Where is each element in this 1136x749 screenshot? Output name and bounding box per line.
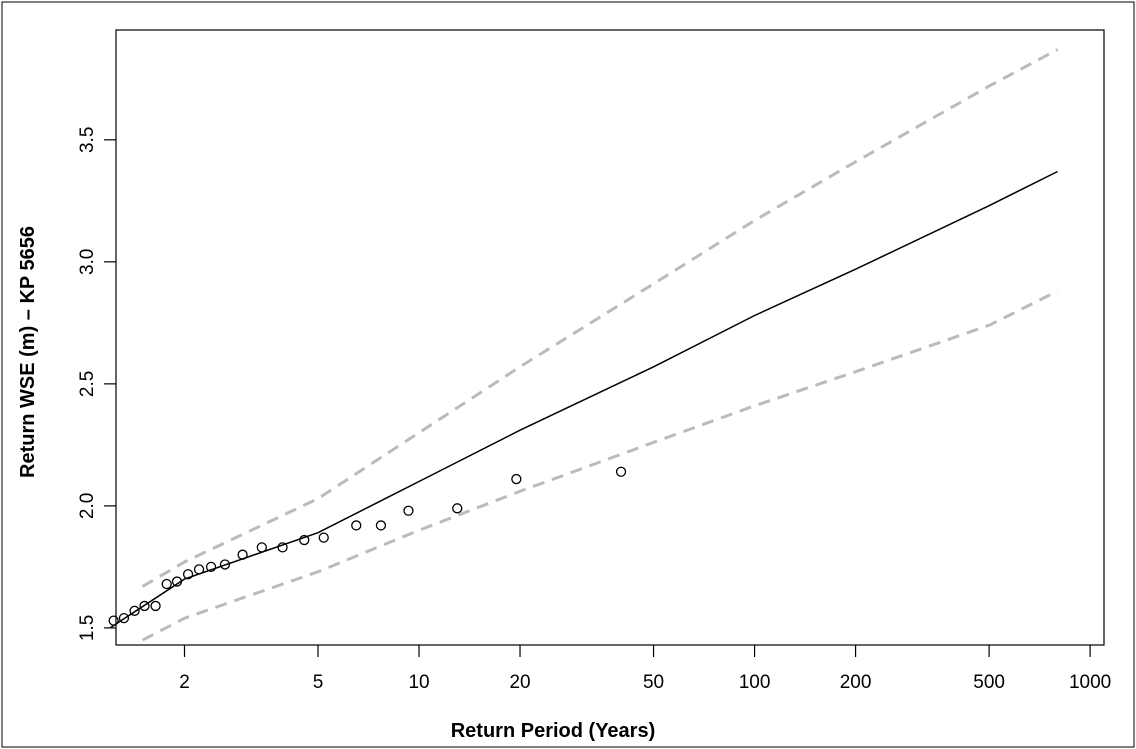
observed-point: [237, 549, 248, 560]
x-axis: 2 5 10 20 50 100 200 500 1000: [179, 645, 1111, 693]
x-axis-title: Return Period (Years): [451, 720, 656, 742]
x-tick-label: 1000: [1069, 672, 1111, 693]
x-tick-label: 100: [739, 672, 771, 693]
series-layer: [108, 48, 1059, 642]
observed-point: [375, 520, 387, 531]
observed-point: [351, 520, 362, 531]
observed-point: [277, 542, 288, 553]
y-axis-title: Return WSE (m) – KP 5656: [17, 226, 39, 478]
x-tick-label: 200: [840, 672, 872, 693]
observed-point: [403, 505, 414, 516]
x-tick-label: 10: [408, 672, 429, 693]
y-tick-label: 2.5: [77, 371, 98, 397]
observed-point: [615, 466, 627, 477]
observed-point: [318, 532, 329, 543]
y-tick-label: 3.0: [77, 249, 98, 275]
y-tick-label: 3.5: [77, 127, 98, 153]
y-axis: 1.5 2.0 2.5 3.0 3.5: [77, 127, 116, 641]
x-tick-label: 500: [973, 672, 1005, 693]
observed-point: [452, 503, 463, 514]
confidence-bound-line: [141, 48, 1059, 588]
observed-point: [205, 561, 217, 573]
observed-point: [256, 542, 267, 553]
observed-point: [150, 600, 161, 612]
x-tick-label: 2: [179, 672, 190, 693]
fitted-line: [109, 170, 1058, 629]
observed-point: [219, 559, 231, 570]
y-tick-label: 2.0: [77, 493, 98, 519]
observed-point: [193, 564, 205, 575]
observed-point: [299, 534, 310, 546]
observed-point: [139, 600, 150, 612]
observed-point: [118, 613, 130, 624]
observed-point: [511, 473, 522, 485]
x-tick-label: 20: [509, 672, 530, 693]
observed-point: [108, 615, 119, 626]
observed-point: [171, 576, 183, 587]
x-tick-label: 50: [643, 672, 664, 693]
y-tick-label: 1.5: [77, 615, 98, 641]
observed-point: [182, 569, 194, 580]
plot-area: [115, 29, 1105, 646]
observed-point: [161, 578, 172, 590]
x-tick-label: 5: [313, 672, 324, 693]
observed-point: [129, 605, 140, 616]
